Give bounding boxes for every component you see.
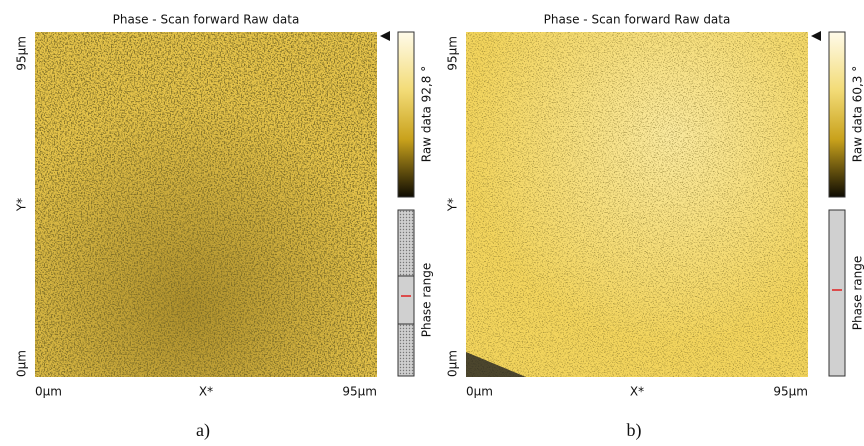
y-axis-label: Y* <box>15 198 29 212</box>
y-bottom-label: 0µm <box>15 350 29 377</box>
y-top-label: 95µm <box>446 36 460 71</box>
range-label: Phase range <box>851 256 864 331</box>
x-axis-label: X* <box>199 385 213 399</box>
range-box <box>828 209 846 377</box>
image-corner <box>466 352 526 377</box>
x-left-label: 0µm <box>466 385 493 399</box>
colorbar-label: Raw data 92,8 ° <box>420 66 434 162</box>
image-texture <box>466 32 808 377</box>
image-texture <box>35 32 377 377</box>
x-axis-label: X* <box>630 385 644 399</box>
marker-arrow <box>811 31 821 41</box>
x-left-label: 0µm <box>35 385 62 399</box>
caption: a) <box>196 420 210 441</box>
range-label: Phase range <box>420 263 434 338</box>
colorbar <box>828 31 846 198</box>
caption: b) <box>627 420 642 441</box>
y-axis-label: Y* <box>446 198 460 212</box>
marker-arrow <box>380 31 390 41</box>
panel-title: Phase - Scan forward Raw data <box>113 13 300 27</box>
panel-title: Phase - Scan forward Raw data <box>544 13 731 27</box>
colorbar <box>397 31 415 198</box>
y-top-label: 95µm <box>15 36 29 71</box>
range-window <box>397 275 415 325</box>
y-bottom-label: 0µm <box>446 350 460 377</box>
x-right-label: 95µm <box>342 385 377 399</box>
colorbar-label: Raw data 60,3 ° <box>851 66 864 162</box>
x-right-label: 95µm <box>773 385 808 399</box>
panels: Phase - Scan forward Raw data 95µm Y* 0µm 0µ… <box>15 13 864 442</box>
panel: Phase - Scan forward Raw data 95µm Y* 0µm 0µ… <box>446 13 864 442</box>
panel: Phase - Scan forward Raw data 95µm Y* 0µm 0µ… <box>15 13 434 442</box>
